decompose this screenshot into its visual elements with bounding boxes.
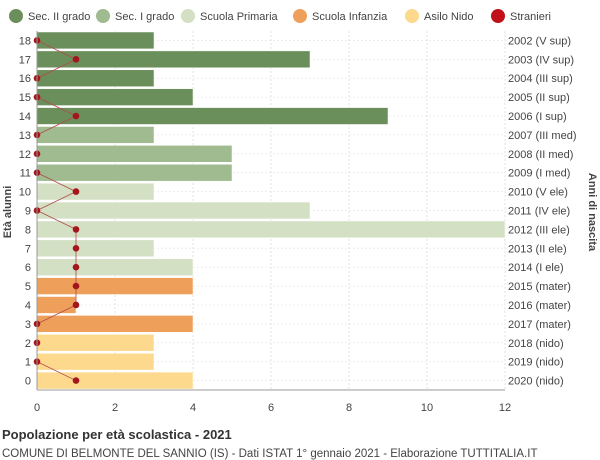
birth-year-label: 2005 (II sup) <box>508 92 570 104</box>
legend-label-sec2: Sec. II grado <box>28 11 90 23</box>
bar-age-4 <box>36 296 77 314</box>
bar-age-16 <box>36 69 155 87</box>
bar-age-9 <box>36 201 311 220</box>
legend-swatch-nido <box>405 9 419 23</box>
x-tick-label: 4 <box>190 402 196 414</box>
age-label: 15 <box>19 92 31 104</box>
legend-label-nido: Asilo Nido <box>424 11 474 23</box>
age-label: 4 <box>25 300 31 312</box>
age-label: 10 <box>19 187 31 199</box>
birth-year-label: 2010 (V ele) <box>508 187 568 199</box>
bar-age-2 <box>36 334 155 352</box>
legend-swatch-sec1 <box>96 9 110 23</box>
legend-swatch-inf <box>293 9 307 23</box>
stranieri-point-age-6 <box>72 263 80 271</box>
birth-year-label: 2012 (III ele) <box>508 224 570 236</box>
legend-label-prim: Scuola Primaria <box>200 11 279 23</box>
chart-title: Popolazione per età scolastica - 2021 <box>2 427 232 442</box>
bar-age-11 <box>36 164 233 182</box>
birth-year-label: 2006 (I sup) <box>508 111 567 123</box>
x-tick-label: 8 <box>346 402 352 414</box>
birth-year-label: 2014 (I ele) <box>508 262 564 274</box>
bar-age-15 <box>36 88 194 106</box>
bar-age-12 <box>36 145 233 163</box>
x-tick-label: 10 <box>421 402 433 414</box>
stranieri-point-age-5 <box>72 282 80 290</box>
bar-age-8 <box>36 220 506 239</box>
birth-year-label: 2004 (III sup) <box>508 73 573 85</box>
bar-age-3 <box>36 315 194 333</box>
chart-subtitle: COMUNE DI BELMONTE DEL SANNIO (IS) - Dat… <box>2 448 537 460</box>
legend: Sec. II grado Sec. I grado Scuola Primaria… <box>9 9 551 23</box>
stranieri-point-age-10 <box>72 188 80 195</box>
age-label: 6 <box>25 262 31 274</box>
bar-age-18 <box>36 31 155 50</box>
bar-age-14 <box>36 107 389 125</box>
age-label: 0 <box>25 376 31 388</box>
legend-label-stranieri: Stranieri <box>510 11 551 23</box>
birth-year-label: 2020 (nido) <box>508 376 564 388</box>
birth-year-label: 2003 (IV sup) <box>508 54 574 66</box>
stranieri-point-age-0 <box>72 377 80 384</box>
birth-year-label: 2016 (mater) <box>508 300 571 312</box>
birth-year-label: 2008 (II med) <box>508 149 573 161</box>
age-label: 12 <box>19 149 31 161</box>
age-label: 13 <box>19 130 31 142</box>
bar-age-7 <box>36 239 155 257</box>
x-tick-label: 6 <box>268 402 274 414</box>
legend-swatch-prim <box>181 9 195 23</box>
birth-year-label: 2019 (nido) <box>508 357 564 369</box>
age-label: 3 <box>25 319 31 331</box>
birth-year-label: 2011 (IV ele) <box>508 206 570 218</box>
birth-year-label: 2002 (V sup) <box>508 35 571 47</box>
legend-swatch-stranieri <box>491 9 505 23</box>
x-tick-label: 2 <box>112 402 118 414</box>
age-label: 9 <box>25 206 31 218</box>
stranieri-point-age-7 <box>72 244 80 252</box>
stranieri-point-age-14 <box>72 112 80 120</box>
x-tick-label: 12 <box>499 402 511 414</box>
birth-year-label: 2018 (nido) <box>508 338 564 350</box>
birth-year-label: 2017 (mater) <box>508 319 571 331</box>
birth-year-label: 2009 (I med) <box>508 168 570 180</box>
legend-swatch-sec2 <box>9 9 23 23</box>
bars <box>36 31 506 390</box>
bar-age-0 <box>36 371 194 390</box>
legend-label-sec1: Sec. I grado <box>115 11 174 23</box>
birth-year-label: 2015 (mater) <box>508 281 571 293</box>
age-label: 2 <box>25 338 31 350</box>
y-axis-label: Età alunni <box>2 186 14 239</box>
bar-age-6 <box>36 258 194 276</box>
age-label: 7 <box>25 243 31 255</box>
bar-age-13 <box>36 126 155 144</box>
bar-age-1 <box>36 352 155 371</box>
age-label: 18 <box>19 35 31 47</box>
age-label: 1 <box>25 357 31 369</box>
birth-year-label: 2013 (II ele) <box>508 243 567 255</box>
stranieri-point-age-8 <box>72 226 80 233</box>
birth-year-label: 2007 (III med) <box>508 130 576 142</box>
x-tick-label: 0 <box>34 402 40 414</box>
bar-age-10 <box>36 182 155 201</box>
y-axis-right-label: Anni di nascita <box>586 173 598 252</box>
age-label: 5 <box>25 281 31 293</box>
age-label: 17 <box>19 54 31 66</box>
stranieri-point-age-4 <box>72 301 80 309</box>
age-label: 14 <box>19 111 31 123</box>
age-label: 11 <box>20 168 31 180</box>
age-label: 8 <box>25 224 31 236</box>
age-label: 16 <box>19 73 31 85</box>
bar-age-5 <box>36 277 194 295</box>
legend-label-inf: Scuola Infanzia <box>312 11 388 23</box>
stranieri-point-age-17 <box>72 56 80 63</box>
